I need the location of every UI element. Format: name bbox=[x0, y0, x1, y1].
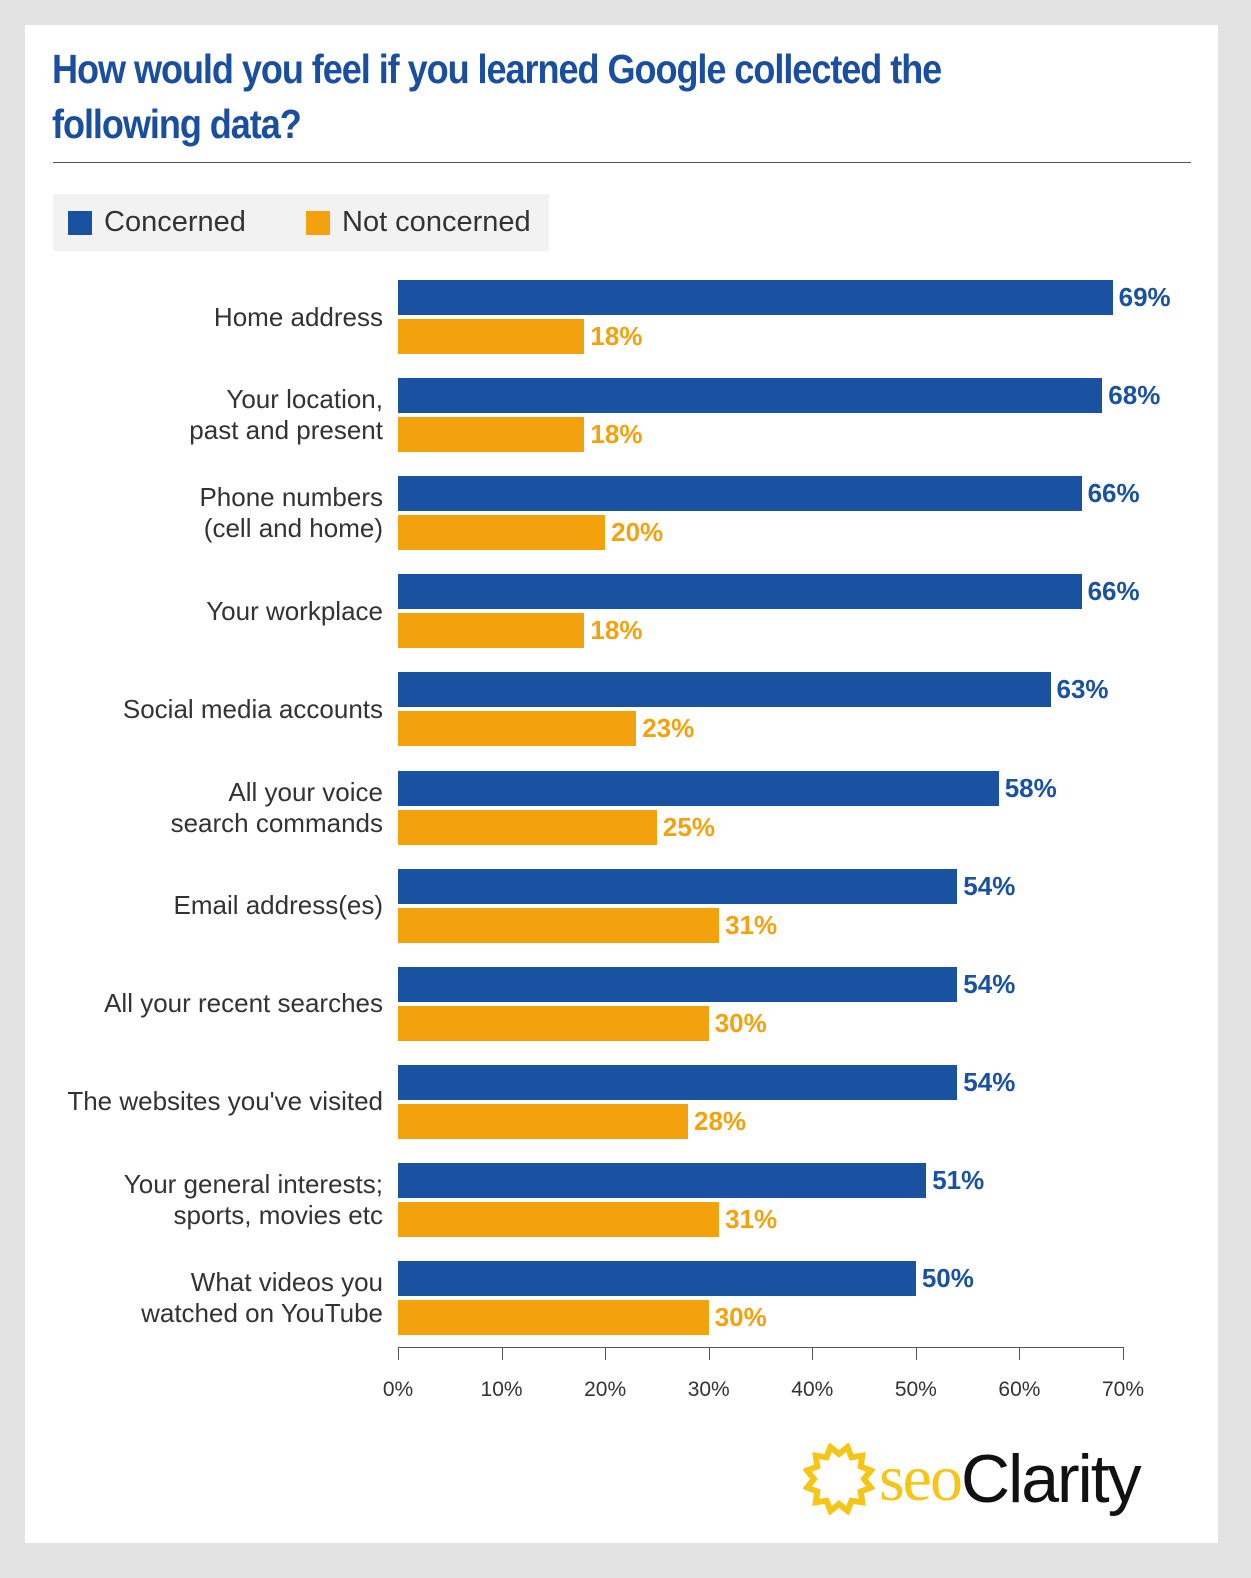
category-label: What videos you watched on YouTube bbox=[141, 1267, 383, 1328]
data-label: 31% bbox=[725, 1203, 778, 1234]
x-tick-label: 40% bbox=[791, 1378, 834, 1401]
seoclarity-logo: seo Clarity bbox=[803, 1440, 1142, 1518]
data-label: 66% bbox=[1087, 576, 1140, 607]
data-label: 20% bbox=[611, 517, 664, 548]
bar-not-concerned bbox=[398, 711, 637, 747]
x-tick bbox=[708, 1347, 710, 1360]
x-tick bbox=[398, 1347, 399, 1360]
bar-concerned bbox=[398, 770, 999, 806]
data-label: 18% bbox=[590, 321, 643, 351]
category-label: All your voice search commands bbox=[170, 776, 383, 838]
x-tick-label: 10% bbox=[480, 1378, 523, 1401]
legend-swatch bbox=[68, 210, 92, 235]
bar-concerned bbox=[398, 966, 958, 1002]
bar-concerned bbox=[398, 280, 1113, 315]
data-label: 18% bbox=[590, 419, 643, 450]
category-label: Your general interests; sports, movies et… bbox=[123, 1168, 383, 1230]
data-label: 66% bbox=[1087, 478, 1140, 509]
category-label: Phone numbers (cell and home) bbox=[199, 482, 383, 544]
category-label: Email address(es) bbox=[173, 890, 383, 921]
data-label: 25% bbox=[662, 811, 715, 842]
x-tick-label: 60% bbox=[998, 1378, 1041, 1401]
data-label: 54% bbox=[963, 1066, 1016, 1097]
bar-not-concerned bbox=[398, 1005, 709, 1041]
data-label: 54% bbox=[963, 968, 1016, 999]
bar-not-concerned bbox=[398, 1300, 709, 1335]
bar-concerned bbox=[398, 1261, 916, 1296]
bar-not-concerned bbox=[398, 319, 585, 354]
legend-label: Concerned bbox=[104, 206, 246, 238]
data-label: 68% bbox=[1108, 380, 1161, 411]
data-label: 31% bbox=[725, 909, 778, 940]
x-tick bbox=[812, 1347, 814, 1360]
data-label: 54% bbox=[963, 870, 1016, 901]
x-tick bbox=[605, 1347, 607, 1360]
data-label: 69% bbox=[1118, 282, 1171, 312]
bar-concerned bbox=[398, 1162, 927, 1198]
x-tick bbox=[915, 1347, 917, 1360]
bar-not-concerned bbox=[398, 613, 585, 649]
legend-item-not-concerned: Not concerned bbox=[306, 194, 531, 251]
data-label: 30% bbox=[714, 1302, 767, 1332]
bar-concerned bbox=[398, 1064, 958, 1100]
data-label: 30% bbox=[714, 1007, 767, 1038]
category-label: Your workplace bbox=[206, 595, 383, 626]
x-tick bbox=[501, 1347, 503, 1360]
legend-item-concerned: Concerned bbox=[68, 194, 246, 251]
category-label: Home address bbox=[213, 301, 383, 332]
x-tick bbox=[1123, 1347, 1124, 1360]
data-label: 23% bbox=[642, 713, 695, 744]
bar-not-concerned bbox=[398, 809, 657, 845]
bar-concerned bbox=[398, 476, 1082, 512]
bar-concerned bbox=[398, 672, 1051, 708]
category-label: Social media accounts bbox=[122, 693, 383, 724]
x-axis bbox=[398, 1347, 1124, 1348]
data-label: 51% bbox=[932, 1164, 985, 1195]
data-label: 58% bbox=[1004, 772, 1057, 803]
category-label: The websites you've visited bbox=[67, 1086, 383, 1117]
data-label: 63% bbox=[1056, 674, 1109, 705]
legend-swatch bbox=[306, 210, 330, 235]
x-tick-label: 50% bbox=[894, 1378, 937, 1401]
x-tick-label: 20% bbox=[584, 1378, 627, 1401]
data-label: 18% bbox=[590, 615, 643, 646]
legend: Concerned Not concerned bbox=[53, 194, 549, 251]
x-tick-label: 30% bbox=[687, 1378, 730, 1401]
x-tick bbox=[1019, 1347, 1021, 1360]
bar-concerned bbox=[398, 868, 958, 904]
category-label: Your location, past and present bbox=[189, 384, 383, 446]
data-label: 50% bbox=[921, 1263, 974, 1293]
x-tick-label: 70% bbox=[1101, 1378, 1145, 1401]
bar-concerned bbox=[398, 574, 1082, 610]
bar-not-concerned bbox=[398, 1201, 720, 1237]
bar-not-concerned bbox=[398, 907, 720, 943]
title-divider bbox=[53, 162, 1191, 163]
chart-title: How would you feel if you learned Google… bbox=[52, 46, 942, 147]
data-label: 28% bbox=[694, 1105, 747, 1136]
bar-concerned bbox=[398, 378, 1103, 414]
bar-not-concerned bbox=[398, 417, 585, 453]
bar-not-concerned bbox=[398, 515, 606, 551]
bar-not-concerned bbox=[398, 1103, 688, 1139]
category-label: All your recent searches bbox=[104, 988, 383, 1019]
x-tick-label: 0% bbox=[382, 1378, 414, 1401]
sun-icon bbox=[803, 1443, 875, 1515]
legend-label: Not concerned bbox=[342, 206, 531, 238]
